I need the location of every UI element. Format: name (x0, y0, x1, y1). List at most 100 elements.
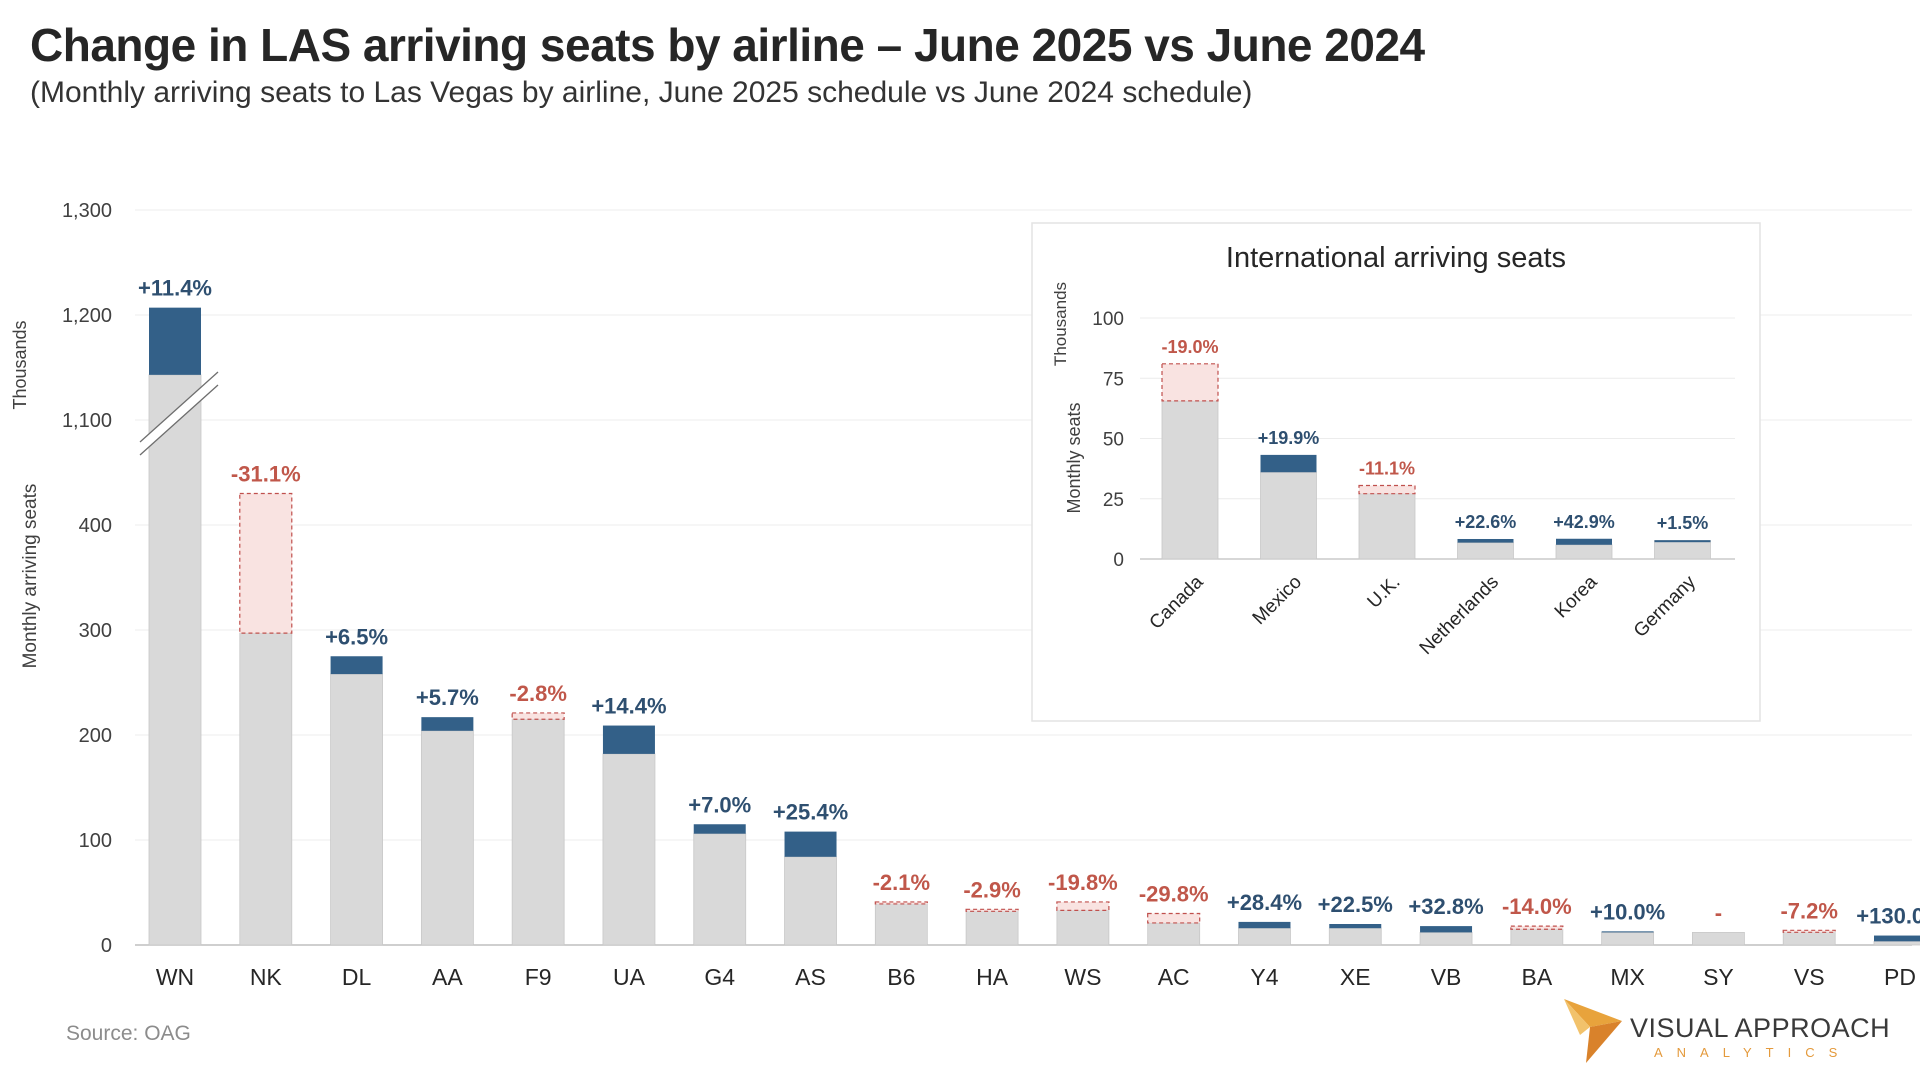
visual-approach-logo: VISUAL APPROACH ANALYTICS (1560, 995, 1890, 1065)
bar-increase-VB (1420, 926, 1473, 933)
bar-base-VB (1419, 932, 1473, 946)
inset-data-label-Canada: -19.0% (1161, 337, 1218, 357)
bar-base-Y4 (1238, 927, 1291, 946)
inset-bar-increase-Korea (1556, 538, 1612, 545)
bar-base-WS (1056, 909, 1110, 946)
x-tick-label-VS: VS (1794, 964, 1825, 990)
bar-base-UA (602, 753, 656, 946)
inset-data-label-Germany: +1.5% (1657, 513, 1709, 533)
inset-y-tick-label: 0 (1113, 550, 1124, 571)
axis-break-line (139, 371, 219, 443)
bar-base-NK (239, 632, 293, 946)
inset-data-label-Mexico: +19.9% (1258, 428, 1320, 448)
x-tick-label-UA: UA (613, 964, 646, 990)
x-tick-label-PD: PD (1884, 964, 1916, 990)
bar-increase-MX (1601, 931, 1654, 933)
inset-bar-base-U.K. (1358, 493, 1416, 560)
y-tick-label: 1,300 (62, 200, 112, 222)
data-label-F9: -2.8% (509, 681, 566, 706)
x-tick-label-AC: AC (1158, 964, 1190, 990)
data-label-NK: -31.1% (231, 462, 301, 487)
x-tick-label-AA: AA (432, 964, 463, 990)
bar-increase-PD (1874, 935, 1920, 942)
y-axis-unit: Thousands (10, 320, 30, 409)
data-label-XE: +22.5% (1318, 892, 1393, 917)
inset-bar-increase-Mexico (1260, 454, 1317, 473)
inset-y-axis-unit: Thousands (1051, 282, 1070, 366)
bar-base-G4 (693, 833, 747, 946)
bar-base-SY (1692, 932, 1745, 946)
bar-base-AS (784, 856, 837, 946)
bar-increase-G4 (693, 824, 746, 834)
y-tick-label: 300 (79, 620, 112, 642)
data-label-VB: +32.8% (1408, 894, 1483, 919)
y-tick-label: 100 (79, 830, 112, 852)
x-tick-label-Y4: Y4 (1250, 964, 1278, 990)
inset-y-tick-label: 100 (1092, 309, 1124, 330)
bar-increase-AA (421, 717, 474, 731)
x-tick-label-NK: NK (250, 964, 283, 990)
x-tick-label-XE: XE (1340, 964, 1371, 990)
inset-bar-increase-Netherlands (1457, 538, 1514, 543)
bar-increase-UA (602, 725, 655, 754)
bar-decrease-AC (1147, 912, 1201, 924)
x-tick-label-BA: BA (1521, 964, 1552, 990)
bar-base-MX (1601, 932, 1655, 946)
data-label-UA: +14.4% (591, 694, 666, 719)
data-label-B6: -2.1% (873, 870, 930, 895)
bar-base-BA (1510, 928, 1564, 946)
x-tick-label-VB: VB (1431, 964, 1462, 990)
x-tick-label-B6: B6 (887, 964, 915, 990)
data-label-AC: -29.8% (1139, 882, 1209, 907)
bar-base-DL (330, 673, 383, 946)
axis-break-gap (140, 372, 218, 455)
data-label-SY: - (1715, 900, 1722, 925)
inset-bar-increase-Germany (1654, 540, 1711, 543)
y-tick-label: 1,200 (62, 305, 112, 327)
inset-bar-base-Canada (1161, 400, 1219, 560)
inset-panel (1031, 222, 1761, 722)
bar-base-AA (420, 730, 474, 946)
y-tick-label: 400 (79, 515, 112, 537)
bar-base-VS (1782, 930, 1836, 946)
data-label-WN: +11.4% (138, 276, 212, 301)
y-axis-title: Monthly arriving seats (20, 484, 41, 669)
inset-data-label-Korea: +42.9% (1553, 512, 1615, 532)
chart-title: Change in LAS arriving seats by airline … (30, 19, 1425, 71)
axis-break-line (139, 384, 219, 456)
bar-base-AC (1147, 922, 1201, 946)
data-label-BA: -14.0% (1502, 894, 1572, 919)
x-tick-label-F9: F9 (525, 964, 552, 990)
chart-subtitle: (Monthly arriving seats to Las Vegas by … (30, 76, 1253, 109)
data-label-Y4: +28.4% (1227, 890, 1302, 915)
inset-y-tick-label: 25 (1103, 490, 1124, 511)
inset-bar-base-Korea (1555, 544, 1613, 560)
inset-bar-decrease-U.K. (1358, 484, 1416, 495)
data-label-VS: -7.2% (1780, 898, 1837, 923)
bar-base-XE (1328, 927, 1382, 946)
bar-increase-WN (149, 307, 201, 375)
y-tick-label: 0 (101, 935, 112, 957)
bar-base-B6 (874, 902, 928, 946)
inset-bar-base-Germany (1654, 540, 1711, 560)
bar-base-PD (1873, 940, 1920, 946)
inset-y-axis-title: Monthly seats (1064, 402, 1084, 513)
bar-decrease-NK (239, 492, 293, 634)
x-tick-label-WS: WS (1064, 964, 1101, 990)
data-label-WS: -19.8% (1048, 870, 1118, 895)
inset-y-tick-label: 75 (1103, 369, 1124, 390)
inset-data-label-Netherlands: +22.6% (1455, 512, 1517, 532)
x-tick-label-DL: DL (342, 964, 372, 990)
data-label-G4: +7.0% (688, 792, 751, 817)
bar-base-F9 (511, 718, 565, 946)
x-tick-label-AS: AS (795, 964, 826, 990)
bar-increase-XE (1329, 924, 1382, 929)
y-tick-label: 200 (79, 725, 112, 747)
y-tick-label: 1,100 (62, 410, 112, 432)
bar-base-WN (148, 374, 202, 946)
data-label-PD: +130.0% (1856, 904, 1920, 929)
x-tick-label-HA: HA (976, 964, 1009, 990)
inset-bar-base-Netherlands (1457, 542, 1514, 560)
bar-decrease-VS (1782, 929, 1836, 933)
